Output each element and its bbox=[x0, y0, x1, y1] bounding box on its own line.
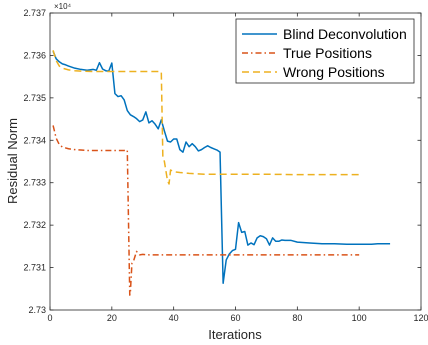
x-tick-label: 60 bbox=[230, 313, 240, 323]
y-tick-label: 2.734 bbox=[23, 135, 46, 145]
series-line-3 bbox=[52, 50, 360, 185]
y-tick-label: 2.736 bbox=[23, 50, 46, 60]
y-axis-label: Residual Norm bbox=[5, 118, 20, 204]
series-lines bbox=[52, 50, 391, 296]
y-tick-label: 2.732 bbox=[23, 220, 46, 230]
y-tick-label: 2.737 bbox=[23, 8, 46, 18]
y-tick-label: 2.73 bbox=[28, 305, 46, 315]
x-tick-label: 0 bbox=[47, 313, 52, 323]
legend-label-3: Wrong Positions bbox=[283, 64, 385, 80]
y-tick-label: 2.733 bbox=[23, 178, 46, 188]
legend-label-2: True Positions bbox=[283, 45, 372, 61]
x-axis-ticks: 0 20 40 60 80 100 120 bbox=[47, 13, 428, 323]
x-axis-label: Iterations bbox=[208, 327, 262, 342]
x-tick-label: 100 bbox=[352, 313, 367, 323]
x-tick-label: 40 bbox=[169, 313, 179, 323]
legend: Blind Deconvolution True Positions Wrong P… bbox=[235, 18, 415, 84]
y-tick-label: 2.731 bbox=[23, 263, 46, 273]
series-line-2 bbox=[52, 125, 360, 296]
y-axis-ticks: 2.73 2.731 2.732 2.733 2.734 2.735 2.736 2.737 bbox=[23, 8, 421, 315]
y-tick-label: 2.735 bbox=[23, 93, 46, 103]
x-tick-label: 120 bbox=[413, 313, 428, 323]
y-exponent-label: ×10⁴ bbox=[54, 2, 72, 11]
x-tick-label: 20 bbox=[107, 313, 117, 323]
legend-label-1: Blind Deconvolution bbox=[283, 26, 407, 42]
x-tick-label: 80 bbox=[292, 313, 302, 323]
